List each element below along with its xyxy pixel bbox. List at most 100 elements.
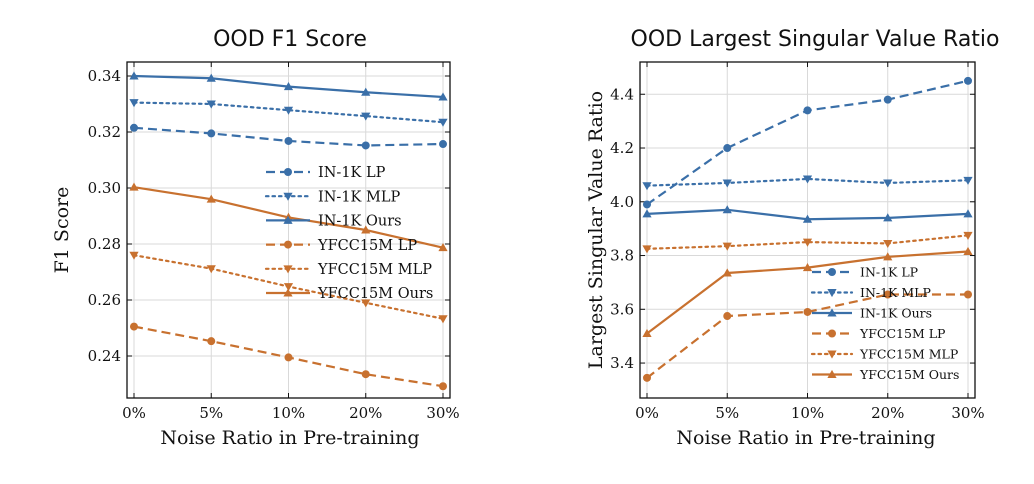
- data-point: [642, 328, 652, 337]
- legend-label: YFCC15M LP: [859, 326, 945, 341]
- legend-item: YFCC15M MLP: [264, 262, 432, 278]
- x-tick-label: 30%: [426, 404, 459, 422]
- y-tick-label: 0.34: [88, 67, 121, 85]
- data-point: [283, 283, 294, 292]
- y-tick-label: 0.28: [88, 235, 121, 253]
- data-point: [361, 87, 371, 96]
- data-point: [722, 242, 732, 251]
- x-axis-label: Noise Ratio in Pre-training: [160, 427, 419, 449]
- data-point: [963, 209, 973, 218]
- data-point: [722, 268, 732, 277]
- data-point: [802, 175, 813, 184]
- data-point: [361, 112, 371, 121]
- legend-label: IN-1K MLP: [860, 285, 931, 300]
- series-in-1k-ours: [129, 71, 448, 101]
- legend-marker: [283, 192, 293, 201]
- series-yfcc15m-mlp: [129, 251, 448, 324]
- legend-marker: [827, 308, 837, 317]
- y-tick-label: 0.30: [88, 179, 121, 197]
- data-point: [130, 322, 138, 331]
- series-line: [645, 177, 970, 187]
- data-point: [802, 238, 813, 247]
- series-yfcc15m-lp: [643, 290, 972, 382]
- data-point: [129, 182, 139, 191]
- chart-f1-score: OOD F1 Score Noise Ratio in Pre-training…: [51, 27, 460, 449]
- data-point: [361, 370, 370, 379]
- x-tick-label: 5%: [715, 404, 739, 422]
- chart-title: OOD F1 Score: [213, 27, 367, 52]
- data-point: [284, 353, 293, 362]
- data-point: [361, 299, 371, 308]
- legend-item: YFCC15M LP: [266, 238, 417, 254]
- plot-area: 0% 5% 10% 20% 30%3.43.63.84.04.24.4IN-1K LPI…: [610, 61, 985, 422]
- x-tick-label: 30%: [951, 404, 984, 422]
- chart-singular-value-ratio: OOD Largest Singular Value Ratio Noise R…: [585, 27, 1000, 449]
- data-point: [723, 312, 732, 321]
- legend-label: YFCC15M MLP: [859, 347, 958, 362]
- data-point: [803, 307, 812, 316]
- legend-item: IN-1K MLP: [810, 285, 931, 300]
- legend-marker: [283, 288, 293, 297]
- data-point: [964, 290, 972, 299]
- series-in-1k-lp: [643, 76, 972, 209]
- data-point: [438, 243, 448, 252]
- legend-label: YFCC15M MLP: [317, 262, 432, 278]
- legend: IN-1K LP IN-1K MLP IN-1K Ours YFCC15M LP YFC…: [264, 165, 433, 302]
- series-line: [645, 234, 970, 250]
- legend-marker: [828, 268, 836, 276]
- data-point: [283, 106, 294, 115]
- y-axis-label: Largest Singular Value Ratio: [585, 91, 607, 369]
- legend-item: YFCC15M LP: [812, 326, 945, 341]
- axes-frame: [639, 61, 976, 399]
- data-point: [438, 118, 448, 127]
- data-point: [439, 382, 447, 391]
- data-point: [883, 179, 893, 188]
- data-point: [283, 82, 294, 91]
- legend-label: IN-1K Ours: [318, 214, 402, 230]
- y-tick-label: 0.32: [88, 123, 121, 141]
- data-point: [883, 239, 893, 249]
- legend-label: IN-1K MLP: [318, 189, 400, 205]
- x-axis-label: Noise Ratio in Pre-training: [676, 427, 935, 449]
- legend-item: IN-1K MLP: [264, 189, 400, 205]
- series-yfcc15m-ours: [642, 246, 973, 337]
- series-in-1k-mlp: [642, 175, 973, 191]
- data-point: [963, 231, 973, 240]
- x-tick-label: 10%: [791, 404, 824, 422]
- legend-label: IN-1K LP: [318, 165, 386, 181]
- legend-label: YFCC15M Ours: [317, 286, 433, 302]
- x-tick-label: 20%: [871, 404, 904, 422]
- legend-marker: [827, 369, 837, 378]
- data-point: [129, 71, 139, 80]
- data-point: [803, 106, 812, 115]
- data-point: [361, 141, 370, 150]
- series-in-1k-ours: [642, 205, 973, 223]
- plot-area: 0% 5% 10% 20% 30% 0.24 0.26 0.28 0.30 0.32 0.34 IN-…: [88, 61, 460, 422]
- x-tick-label: 10%: [272, 404, 305, 422]
- legend-marker: [827, 350, 837, 359]
- series-in-1k-lp: [130, 123, 447, 150]
- data-point: [129, 251, 139, 260]
- y-tick-label: 3.4: [610, 354, 634, 372]
- data-point: [802, 214, 813, 223]
- data-point: [723, 144, 732, 153]
- legend-marker: [827, 289, 837, 298]
- legend-item: YFCC15M MLP: [810, 347, 958, 362]
- data-point: [642, 245, 652, 254]
- legend-marker: [828, 329, 836, 338]
- data-point: [284, 136, 293, 145]
- data-point: [643, 373, 651, 382]
- y-axis-label: F1 Score: [51, 187, 73, 274]
- x-tick-label: 0%: [635, 404, 659, 422]
- x-tick-label: 5%: [199, 404, 223, 422]
- y-tick-label: 0.24: [88, 347, 121, 365]
- data-point: [642, 182, 652, 191]
- data-point: [438, 315, 448, 324]
- series-line: [132, 101, 445, 124]
- data-point: [207, 129, 216, 138]
- axes-frame: [126, 61, 451, 399]
- data-point: [642, 209, 652, 218]
- data-point: [206, 100, 216, 109]
- y-tick-label: 4.4: [610, 85, 634, 103]
